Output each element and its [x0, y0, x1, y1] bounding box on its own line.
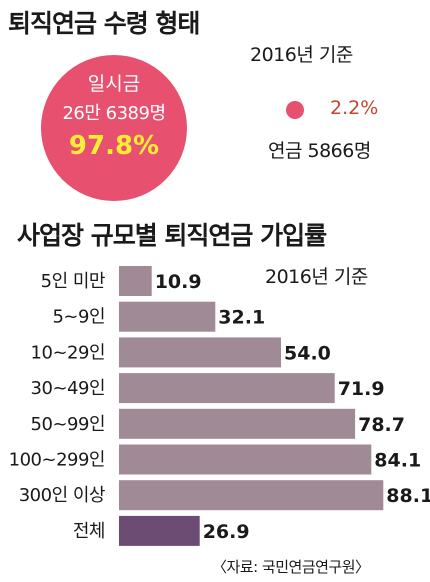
category-label: 10~29인 [31, 342, 105, 363]
bar [119, 444, 372, 475]
bar-value-label: 78.7 [358, 414, 405, 436]
annuity-circle [286, 101, 304, 119]
bar-value-label: 54.0 [284, 342, 331, 364]
bar [119, 408, 356, 439]
category-label: 300인 이상 [19, 485, 105, 506]
bar-chart-basis-year: 2016년 기준 [265, 266, 368, 288]
bar-value-label: 10.9 [155, 271, 202, 293]
category-label: 전체 [73, 521, 105, 542]
bar [119, 337, 281, 368]
lump-sum-label: 일시금 [87, 73, 141, 95]
annuity-percent: 2.2% [330, 97, 379, 119]
category-label: 5~9인 [52, 307, 105, 328]
lump-sum-circle: 일시금 26만 6389명 97.8% [41, 55, 187, 201]
bar-value-label: 71.9 [338, 378, 385, 400]
annuity-label: 연금 5866명 [268, 140, 371, 162]
bar-value-label: 32.1 [218, 307, 265, 329]
bar-value-label: 26.9 [203, 521, 250, 543]
bar [119, 515, 200, 546]
category-label: 30~49인 [31, 378, 105, 399]
bar [119, 266, 152, 296]
category-label: 5인 미만 [41, 271, 105, 292]
bar [119, 480, 384, 511]
pie-title: 퇴직연금 수령 형태 [8, 9, 200, 38]
lump-sum-count: 26만 6389명 [62, 103, 166, 124]
source-note: 〈자료: 국민연금연구원〉 [212, 558, 370, 576]
bar-value-label: 88.1 [386, 485, 430, 507]
category-label: 50~99인 [31, 414, 105, 435]
pie-basis-year: 2016년 기준 [250, 44, 353, 66]
bar-value-label: 84.1 [374, 450, 421, 472]
bar [119, 301, 216, 332]
category-label: 100~299인 [9, 450, 105, 471]
lump-sum-percent: 97.8% [68, 131, 160, 161]
bar-chart-title: 사업장 규모별 퇴직연금 가입률 [17, 221, 327, 250]
bar [119, 373, 335, 404]
